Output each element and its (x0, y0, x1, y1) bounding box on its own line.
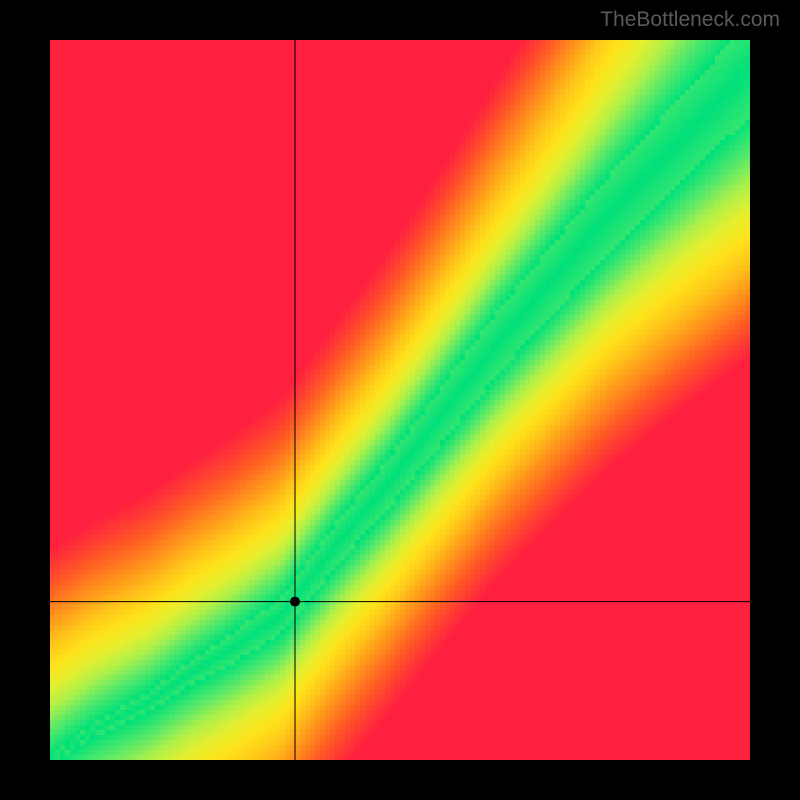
watermark-text: TheBottleneck.com (600, 8, 780, 32)
heatmap-canvas (50, 40, 750, 760)
heatmap-plot (50, 40, 750, 760)
chart-container: TheBottleneck.com (0, 0, 800, 800)
